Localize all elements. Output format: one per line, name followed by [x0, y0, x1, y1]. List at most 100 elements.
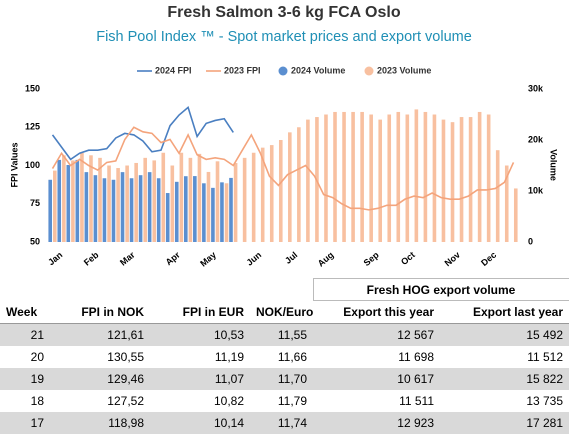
column-header: Export last year	[440, 300, 569, 324]
x-tick-label: Aug	[316, 250, 336, 269]
line	[51, 126, 515, 211]
bar	[129, 178, 134, 242]
bar	[260, 147, 265, 242]
table-cell: 11,55	[250, 323, 313, 346]
y2-tick-label: 30k	[528, 83, 544, 93]
table-cell: 11,66	[277, 350, 307, 364]
bar	[107, 165, 111, 242]
bar	[288, 132, 292, 242]
bar	[278, 140, 283, 242]
table-cell: 12 567	[313, 323, 440, 346]
legend-label: 2024 FPI	[155, 65, 192, 75]
y-tick-label: 75	[30, 198, 40, 208]
bar	[48, 179, 53, 242]
table-cell: 20	[30, 350, 44, 364]
spacer-cell	[150, 279, 250, 301]
table-cell: 118,98	[50, 412, 150, 434]
table-cell: 17	[0, 412, 50, 434]
bar	[432, 114, 437, 242]
table-row: 18 127,52 10,82 11,79 11 511 13 735	[0, 390, 569, 412]
table-cell: 18	[30, 394, 44, 408]
bar	[134, 162, 138, 242]
bar	[495, 150, 500, 242]
y-axis-title: FPI Values	[9, 142, 19, 187]
table-cell: 11,74	[250, 412, 313, 434]
legend-swatch	[278, 66, 288, 76]
legend-swatch	[364, 66, 374, 76]
y2-axis-title: Volume	[549, 149, 559, 181]
x-tick-label: Feb	[82, 249, 101, 267]
bar	[459, 117, 464, 242]
bar	[220, 182, 224, 242]
table-row: 20 130,55 11,19 11,66 11 698 11 512	[0, 346, 569, 368]
chart-title: Fresh Salmon 3-6 kg FCA Oslo	[167, 4, 400, 21]
legend-label: 2024 Volume	[291, 65, 345, 75]
bar	[75, 159, 80, 242]
table-cell: 12 923	[313, 412, 440, 434]
bar	[116, 168, 120, 242]
bar	[441, 119, 446, 242]
bar	[84, 172, 89, 242]
bar	[423, 111, 428, 242]
line	[51, 105, 234, 161]
chart-subtitle: Fish Pool Index ™ - Spot market prices a…	[96, 29, 472, 45]
bar	[360, 111, 364, 242]
y2-tick-label: 20k	[528, 134, 544, 144]
x-tick-label: Jan	[46, 250, 64, 268]
table-row: 19 129,46 11,07 11,70 10 617 15 822	[0, 368, 569, 390]
bar	[450, 122, 455, 242]
x-tick-label: Mar	[118, 249, 137, 267]
bar	[57, 159, 62, 242]
table-cell: 21	[0, 323, 50, 346]
bar	[468, 117, 473, 242]
table-body: Fresh HOG export volume Week FPI in NOK FPI…	[0, 278, 569, 434]
table-cell: 10 617	[313, 368, 440, 390]
x-tick-label: Apr	[164, 249, 183, 267]
bar	[93, 175, 98, 242]
table-cell: 11 698	[398, 350, 434, 364]
table-cell: 17 281	[440, 412, 569, 434]
table-cell: 129,46	[50, 368, 150, 390]
table-cell: 19	[0, 368, 50, 390]
bar	[174, 181, 179, 242]
bar	[396, 111, 401, 242]
bar	[405, 114, 410, 242]
bar	[98, 157, 102, 242]
table-cell: 15 492	[440, 323, 569, 346]
bar	[183, 176, 188, 242]
table-cell: 13 735	[526, 394, 564, 408]
x-tick-label: Oct	[399, 250, 417, 267]
table-cell: 11,07	[150, 368, 250, 390]
bar	[369, 114, 373, 242]
table-row: 21 121,61 10,53 11,55 12 567 15 492	[0, 323, 569, 346]
chart: Fresh Salmon 3-6 kg FCA Oslo Fish Pool I…	[9, 4, 559, 269]
bar	[269, 145, 274, 242]
bar	[215, 161, 220, 242]
y-tick-label: 100	[25, 160, 40, 170]
bar	[197, 153, 202, 242]
bar	[206, 171, 211, 242]
table-cell: 127,52	[107, 394, 144, 408]
legend-label: 2023 Volume	[377, 65, 431, 75]
y-tick-label: 150	[25, 83, 40, 93]
bar	[170, 165, 175, 242]
bar	[111, 179, 116, 242]
table-cell: 10,82	[213, 394, 244, 408]
bar	[324, 114, 328, 242]
bar	[161, 152, 166, 242]
bar	[125, 165, 129, 242]
spacer-cell	[0, 279, 50, 301]
y2-tick-label: 10k	[528, 185, 544, 195]
bar	[297, 127, 301, 242]
bar	[211, 187, 215, 242]
bar	[179, 152, 184, 242]
group-header-row: Fresh HOG export volume	[0, 278, 569, 301]
bar	[188, 157, 193, 242]
bar	[66, 164, 71, 242]
bar	[513, 188, 518, 242]
bar	[138, 175, 143, 242]
y-tick-label: 125	[25, 122, 40, 132]
x-tick-label: Jul	[283, 250, 299, 266]
table-cell: 11,79	[277, 394, 307, 408]
